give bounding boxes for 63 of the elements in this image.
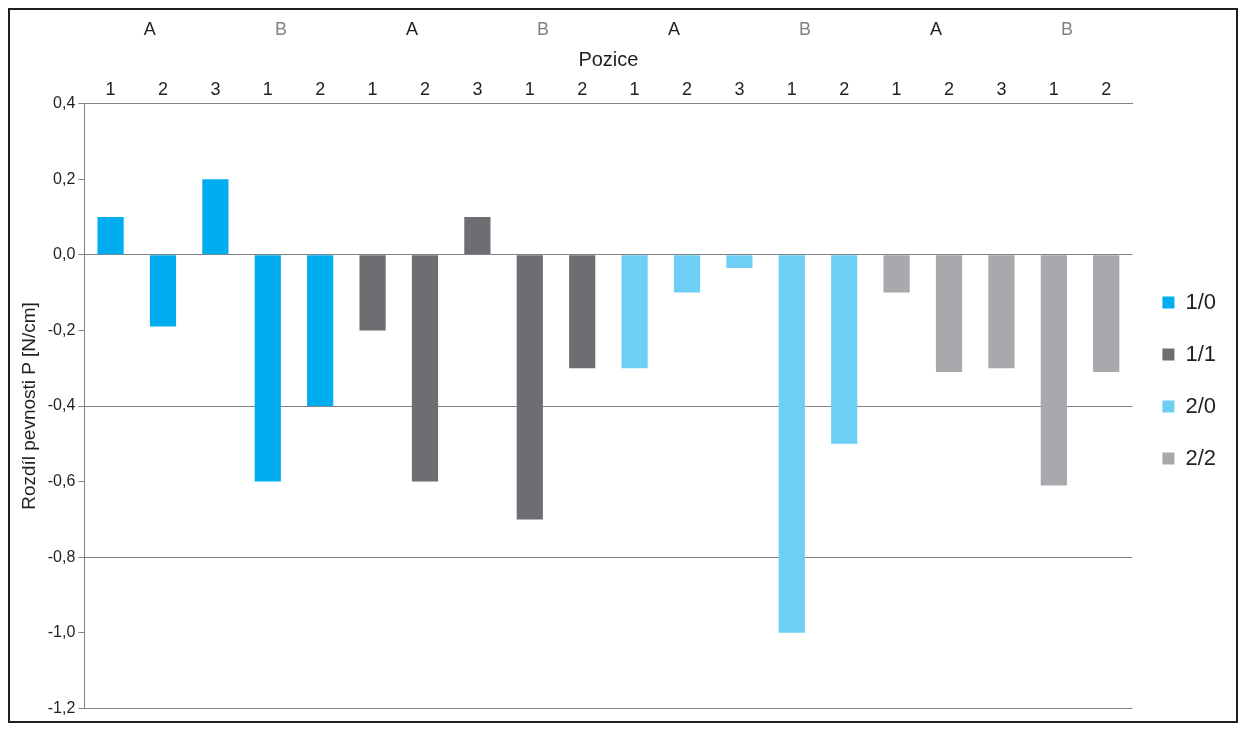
- text: B: [798, 18, 811, 39]
- x-tick-label: 1: [786, 78, 797, 99]
- bar: [831, 255, 858, 444]
- text: A: [667, 18, 680, 39]
- bar: [569, 255, 596, 369]
- text: B: [536, 18, 549, 39]
- x-tick-label: 1: [1048, 78, 1059, 99]
- text: A: [405, 18, 418, 39]
- x-tick-label: 1: [524, 78, 535, 99]
- bar: [307, 255, 334, 406]
- y-tick-label: 0,2: [53, 169, 76, 187]
- x-tick-label: 3: [996, 78, 1007, 99]
- x-axis-title: Pozice: [578, 47, 639, 70]
- bar: [778, 255, 805, 633]
- text: B: [274, 18, 287, 39]
- legend-label: 2/2: [1185, 444, 1217, 470]
- bar: [621, 255, 648, 369]
- y-tick-label: -0,8: [47, 547, 76, 565]
- x-tick-label: 3: [210, 78, 221, 99]
- bar: [254, 255, 281, 482]
- legend-label: 1/0: [1185, 288, 1217, 314]
- text: A: [143, 18, 156, 39]
- y-tick-label: 0,4: [53, 94, 76, 112]
- x-tick-label: 1: [105, 78, 116, 99]
- bar: [1040, 255, 1067, 486]
- bar: [202, 179, 229, 255]
- x-tick-label: 2: [419, 78, 430, 99]
- bar: [97, 217, 124, 255]
- y-tick-label: -0,6: [47, 472, 76, 490]
- legend-label: 1/1: [1185, 340, 1217, 366]
- legend-label: 2/0: [1185, 392, 1217, 418]
- x-tick-label: 1: [262, 78, 273, 99]
- x-tick-label: 2: [944, 78, 955, 99]
- bar: [883, 255, 910, 293]
- y-tick-label: -0,2: [47, 320, 76, 338]
- bar: [516, 255, 543, 520]
- x-tick-label: 2: [839, 78, 850, 99]
- text: B: [1060, 18, 1073, 39]
- bar: [726, 255, 753, 269]
- text: A: [929, 18, 942, 39]
- bar: [988, 255, 1015, 369]
- bar: [411, 255, 439, 482]
- y-tick-label: -0,4: [47, 396, 76, 414]
- bar: [1093, 255, 1120, 372]
- x-tick-label: 1: [629, 78, 640, 99]
- bar: [149, 255, 177, 327]
- bar: [464, 217, 491, 255]
- x-tick-label: 2: [315, 78, 326, 99]
- bar: [935, 255, 963, 372]
- x-tick-label: 2: [577, 78, 588, 99]
- y-tick-label: -1,2: [47, 698, 76, 716]
- x-tick-label: 3: [472, 78, 483, 99]
- bar: [673, 255, 701, 293]
- y-axis-title: Rozdíl pevnosti P [N/cm]: [17, 302, 39, 510]
- bar: [359, 255, 386, 331]
- x-tick-label: 2: [681, 78, 692, 99]
- x-tick-label: 2: [1101, 78, 1112, 99]
- x-tick-label: 1: [891, 78, 902, 99]
- x-tick-label: 3: [734, 78, 745, 99]
- x-tick-label: 1: [367, 78, 378, 99]
- x-tick-label: 2: [157, 78, 168, 99]
- y-tick-label: -1,0: [47, 623, 76, 641]
- y-tick-label: 0,0: [53, 245, 76, 263]
